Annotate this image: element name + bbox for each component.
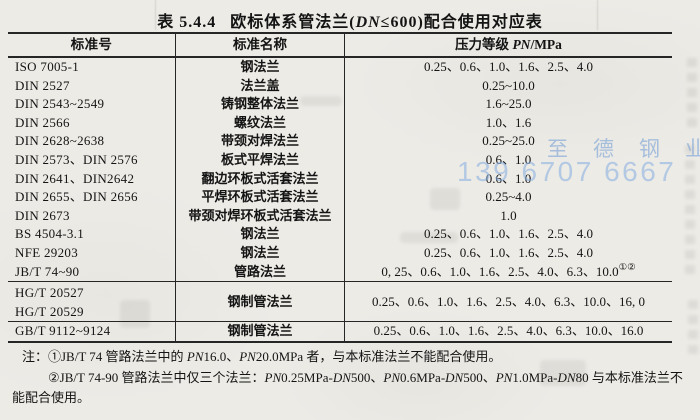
table-row: GB/T 9112~9124 钢制管法兰 0.25、0.6、1.0、1.6、2.… xyxy=(8,321,672,341)
table-row: NFE 29203 钢法兰 0.25、0.6、1.0、1.6、2.5、4.0 xyxy=(8,243,672,263)
standard-number: JB/T 74~90 xyxy=(8,262,176,282)
footnote-2: ②JB/T 74-90 管路法兰中仅三个法兰：PN0.25MPa-DN500、P… xyxy=(12,369,683,406)
table-row-group: HG/T 20527 HG/T 20529 钢制管法兰 0.25、0.6、1.0… xyxy=(8,281,672,322)
footnote-1: 注：①JB/T 74 管路法兰中的 PN16.0、PN20.0MPa 者，与本标… xyxy=(22,349,502,364)
pressure-values: 0.25~10.0 xyxy=(482,77,535,93)
standard-name: 钢法兰 xyxy=(176,243,345,263)
standard-name: 铸钢整体法兰 xyxy=(176,95,345,114)
scan-bleed-column xyxy=(687,58,697,128)
scan-bleed-column xyxy=(685,145,695,275)
pressure-values: 0.25、0.6、1.0、1.6、2.5、4.0 xyxy=(423,244,593,260)
standard-number: DIN 2628~2638 xyxy=(8,132,176,151)
standard-name: 管路法兰 xyxy=(176,262,345,282)
table-title-text: 欧标体系管法兰(DN≤600)配合使用对应表 xyxy=(230,14,543,31)
standard-number: DIN 2641、DIN2642 xyxy=(8,169,176,189)
table-row: DIN 2655、DIN 2656 平焊环板式活套法兰 0.25~4.0 xyxy=(8,188,672,207)
standard-number: BS 4504-3.1 xyxy=(8,225,176,244)
standard-name: 翻边环板式活套法兰 xyxy=(176,169,345,189)
standard-number: GB/T 9112~9124 xyxy=(8,322,176,341)
standard-name: 钢制管法兰 xyxy=(176,322,345,341)
standard-number: DIN 2573、DIN 2576 xyxy=(8,150,176,170)
table-row: ISO 7005-1 钢法兰 0.25、0.6、1.0、1.6、2.5、4.0 xyxy=(8,58,672,77)
table-row: DIN 2573、DIN 2576 板式平焊法兰 0.6、1.0 xyxy=(8,150,672,170)
pressure-values: 0.25~25.0 xyxy=(482,133,535,149)
table-row: DIN 2641、DIN2642 翻边环板式活套法兰 0.6、1.0 xyxy=(8,169,672,189)
footnotes: 注：①JB/T 74 管路法兰中的 PN16.0、PN20.0MPa 者，与本标… xyxy=(12,347,692,409)
table-row: DIN 2673 带颈对焊环板式活套法兰 1.0 xyxy=(8,206,672,226)
standard-name: 法兰盖 xyxy=(176,76,345,96)
standard-name: 带颈对焊法兰 xyxy=(176,132,345,151)
table-row: DIN 2543~2549 铸钢整体法兰 1.6~25.0 xyxy=(8,95,672,114)
note-reference-sup: ①② xyxy=(618,262,636,273)
standard-number: DIN 2543~2549 xyxy=(8,95,176,114)
standard-number: DIN 2673 xyxy=(8,206,176,226)
table-number: 表 5.4.4 xyxy=(157,14,217,31)
flange-standards-table: 标准号 标准名称 压力等级 PN/MPa ISO 7005-1 钢法兰 0.25… xyxy=(8,32,672,343)
pressure-values: 1.0 xyxy=(500,207,517,223)
pressure-values: 1.6~25.0 xyxy=(485,96,532,112)
header-standard-name: 标准名称 xyxy=(176,34,345,56)
pressure-values: 0.25、0.6、1.0、1.6、2.5、4.0 xyxy=(423,226,593,242)
pressure-values: 0.25、0.6、1.0、1.6、2.5、4.0、6.3、10.0、16, 0 xyxy=(371,294,645,310)
standard-number: NFE 29203 xyxy=(8,243,176,263)
standard-number-pair: HG/T 20527 HG/T 20529 xyxy=(8,282,176,322)
table-row: BS 4504-3.1 钢法兰 0.25、0.6、1.0、1.6、2.5、4.0 xyxy=(8,225,672,244)
standard-number: HG/T 20527 xyxy=(15,284,84,300)
table-row: DIN 2566 螺纹法兰 1.0、1.6 xyxy=(8,113,672,133)
standard-number: ISO 7005-1 xyxy=(8,58,176,77)
table-row: DIN 2628~2638 带颈对焊法兰 0.25~25.0 xyxy=(8,132,672,151)
table-row: JB/T 74~90 管路法兰 0, 25、0.6、1.0、1.6、2.5、4.… xyxy=(8,262,672,282)
standard-name: 螺纹法兰 xyxy=(176,113,345,133)
header-pressure-rating: 压力等级 PN/MPa xyxy=(455,37,562,52)
table-header-row: 标准号 标准名称 压力等级 PN/MPa xyxy=(8,34,672,58)
standard-name: 带颈对焊环板式活套法兰 xyxy=(176,206,345,226)
standard-name: 钢法兰 xyxy=(176,58,345,77)
standard-name: 板式平焊法兰 xyxy=(176,150,345,170)
standard-name: 平焊环板式活套法兰 xyxy=(176,188,345,207)
pressure-values: 1.0、1.6 xyxy=(485,114,532,130)
header-standard-number: 标准号 xyxy=(8,34,176,56)
pressure-values: 0, 25、0.6、1.0、1.6、2.5、4.0、6.3、10.0①② xyxy=(345,263,672,282)
standard-number: DIN 2655、DIN 2656 xyxy=(8,188,176,207)
pressure-values: 0.6、1.0 xyxy=(485,151,532,167)
pressure-values-text: 0, 25、0.6、1.0、1.6、2.5、4.0、6.3、10.0 xyxy=(381,263,619,279)
standard-number: HG/T 20529 xyxy=(15,303,84,319)
standard-name: 钢法兰 xyxy=(176,225,345,244)
pressure-values: 0.25、0.6、1.0、1.6、2.5、4.0、6.3、10.0、16.0 xyxy=(373,323,644,339)
standard-number: DIN 2527 xyxy=(8,76,176,96)
standard-number: DIN 2566 xyxy=(8,113,176,133)
pressure-values: 0.25~4.0 xyxy=(485,189,532,205)
table-row: DIN 2527 法兰盖 0.25~10.0 xyxy=(8,76,672,96)
pressure-values: 0.25、0.6、1.0、1.6、2.5、4.0 xyxy=(423,59,593,74)
table-caption: 表 5.4.4 欧标体系管法兰(DN≤600)配合使用对应表 xyxy=(0,8,700,32)
standard-name: 钢制管法兰 xyxy=(176,282,345,322)
pressure-values: 0.6、1.0 xyxy=(485,170,532,186)
